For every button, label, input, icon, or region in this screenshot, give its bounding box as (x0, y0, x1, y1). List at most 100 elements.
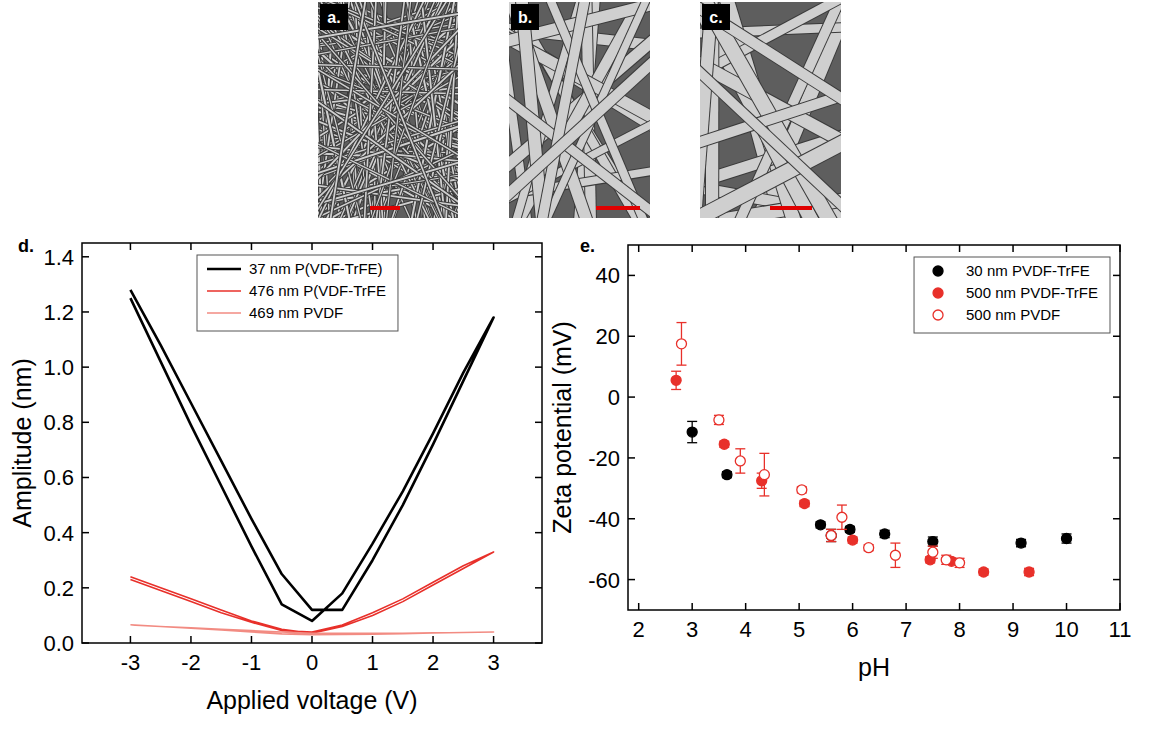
y-tick (535, 587, 542, 589)
error-bar (676, 323, 686, 366)
sem-fibers (318, 2, 458, 218)
x-tick (852, 603, 854, 610)
x-tick-label: 6 (846, 617, 858, 642)
y-tick-label: 1.4 (43, 245, 74, 270)
marks (130, 290, 493, 635)
x-tick (959, 603, 961, 610)
y-tick (82, 642, 89, 644)
data-point (735, 456, 745, 466)
x-tick-label: 2 (427, 650, 439, 675)
x-tick (1066, 245, 1068, 252)
sem-fibers (509, 2, 650, 218)
x-tick (251, 243, 253, 250)
x-tick (130, 243, 132, 250)
data-point (759, 470, 769, 480)
chart-scatter: 234567891011-60-40-2002040pHZeta potenti… (548, 236, 1131, 681)
data-point (955, 558, 965, 568)
fiber-shadow (348, 2, 450, 218)
x-tick (311, 243, 313, 250)
data-point (928, 537, 938, 547)
legend-box (197, 255, 398, 331)
error-bar-cap (735, 448, 745, 449)
legend-swatch (933, 288, 943, 298)
fiber-shadow (318, 64, 458, 70)
x-tick (852, 245, 854, 252)
x-tick-label: -2 (181, 650, 201, 675)
image-label: a. (327, 9, 340, 26)
error-bar-cap (757, 488, 767, 489)
x-tick-label: 0 (306, 650, 318, 675)
x-tick-label: 2 (633, 617, 645, 642)
data-point (979, 567, 989, 577)
x-tick (745, 603, 747, 610)
x-tick-label: 3 (487, 650, 499, 675)
x-tick (372, 243, 374, 250)
y-tick-label: -20 (588, 446, 620, 471)
x-tick-label: 4 (740, 617, 752, 642)
error-bar (955, 558, 965, 567)
y-tick (1113, 396, 1120, 398)
data-point (714, 415, 724, 425)
legend-swatch (207, 312, 241, 314)
label-box (320, 4, 348, 30)
data-point (837, 512, 847, 522)
error-bar (928, 546, 938, 558)
error-bar (837, 505, 847, 529)
plot-frame (628, 245, 1120, 610)
data-point (676, 339, 686, 349)
fiber-shadow (318, 88, 458, 216)
y-tick (1113, 336, 1120, 338)
x-tick-label: -1 (242, 650, 262, 675)
x-tick (493, 636, 495, 643)
error-bar-cap (687, 442, 697, 443)
x-tick (1066, 603, 1068, 610)
series-line (130, 625, 493, 635)
error-bar-cap (837, 504, 847, 505)
scale-bar (370, 206, 400, 210)
data-point (1024, 567, 1034, 577)
y-tick (535, 422, 542, 424)
fiber-shadow (509, 85, 650, 218)
y-tick (535, 477, 542, 479)
data-point (719, 439, 729, 449)
error-bar (671, 371, 681, 389)
sem-image: a. (298, 0, 478, 238)
image-label: c. (709, 9, 722, 26)
x-tick (691, 245, 693, 252)
fiber (539, 2, 589, 218)
y-tick (1113, 579, 1120, 581)
data-point (1016, 538, 1026, 548)
data-point (826, 530, 836, 540)
fiber-shadow (700, 54, 841, 218)
label-box (511, 4, 539, 30)
x-tick (432, 243, 434, 250)
y-tick (82, 256, 89, 258)
chart-line: -3-2-101230.00.20.40.60.81.01.21.4Applie… (8, 236, 542, 714)
y-tick (535, 256, 542, 258)
error-bar-cap (676, 322, 686, 323)
legend-swatch (933, 266, 943, 276)
error-bar-cap (837, 529, 847, 530)
x-tick (798, 245, 800, 252)
y-axis-title: Zeta potential (mV) (548, 321, 576, 534)
y-tick-label: 0.6 (43, 465, 74, 490)
x-tick (190, 243, 192, 250)
x-tick (372, 636, 374, 643)
data-point (826, 530, 836, 540)
y-tick-label: 0 (608, 385, 620, 410)
data-point (1062, 534, 1072, 544)
y-tick-label: 0.4 (43, 521, 74, 546)
x-tick (432, 636, 434, 643)
error-bar (714, 415, 724, 424)
data-point (797, 485, 807, 495)
fiber (509, 85, 650, 218)
error-bar-cap (735, 472, 745, 473)
legend-swatch (207, 268, 241, 271)
fiber (700, 54, 841, 218)
error-bar (826, 529, 836, 541)
error-bar (759, 453, 769, 496)
error-bar (890, 543, 900, 567)
image-label: b. (518, 9, 532, 26)
sem-image: c. (680, 0, 861, 238)
sem-image: b. (489, 0, 670, 238)
